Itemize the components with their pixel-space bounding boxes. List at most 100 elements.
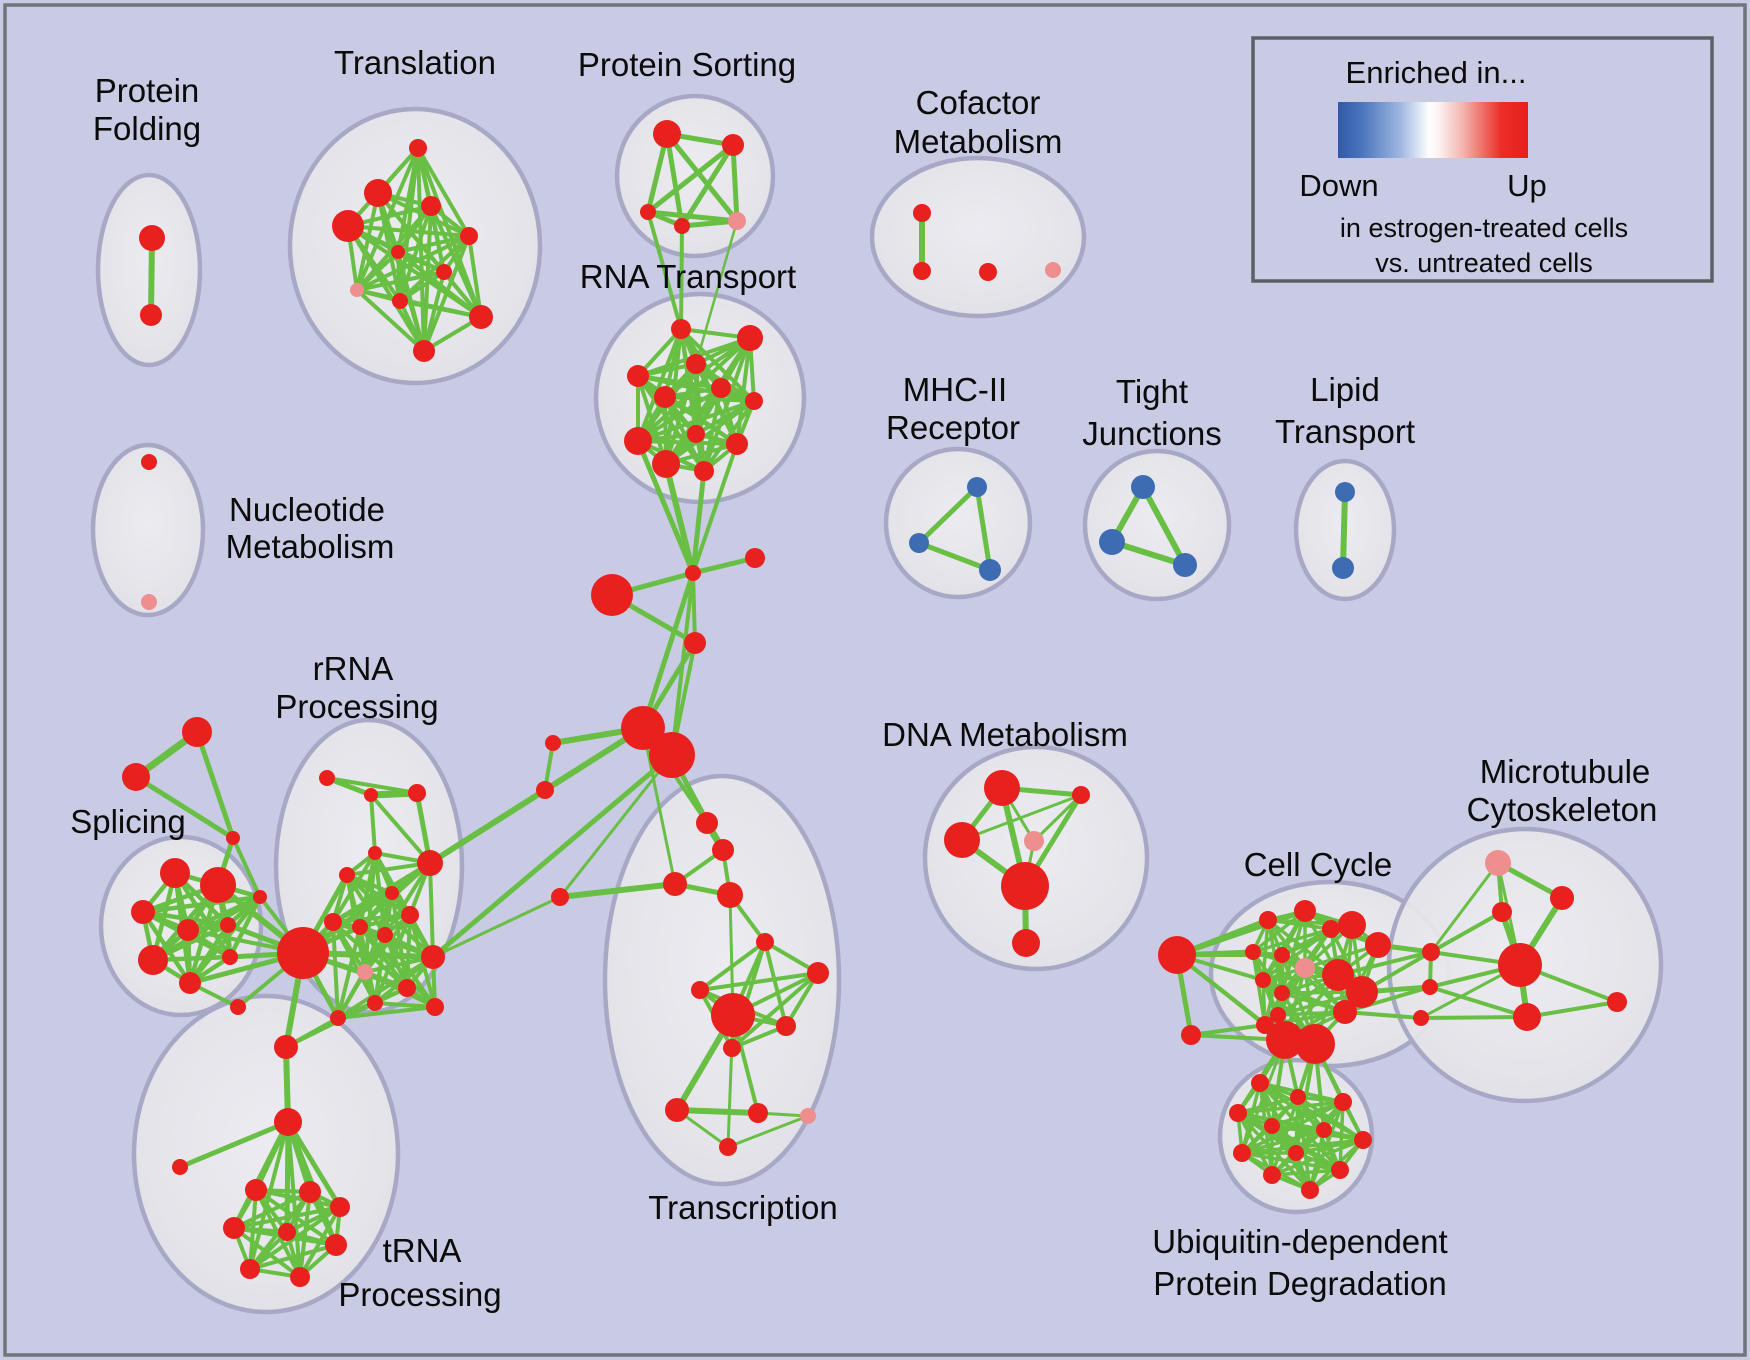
network-node	[591, 574, 633, 616]
network-node	[226, 831, 240, 845]
cluster-label-trna-processing: Processing	[338, 1276, 501, 1313]
network-edge	[1236, 1100, 1345, 1115]
network-edge	[398, 270, 446, 303]
network-node	[1354, 1131, 1372, 1149]
network-node	[640, 204, 656, 220]
cluster-label-protein-folding: Folding	[93, 110, 201, 147]
network-node	[671, 319, 691, 339]
network-node	[1131, 475, 1155, 499]
cluster-label-protein-folding: Protein	[95, 72, 200, 109]
network-edge	[635, 438, 696, 576]
network-node	[1245, 944, 1261, 960]
network-node	[748, 1103, 768, 1123]
network-node	[913, 262, 931, 280]
network-edge	[133, 774, 236, 841]
network-edge	[355, 250, 400, 292]
network-edge	[1240, 1038, 1287, 1155]
network-node	[339, 867, 355, 883]
network-node	[1270, 1007, 1286, 1023]
network-edge	[1270, 1168, 1342, 1177]
network-edge	[285, 1119, 343, 1210]
cluster-label-ubiquitin-dependent-protein-degradation: Protein Degradation	[1153, 1265, 1447, 1302]
network-edge	[1174, 908, 1308, 958]
network-node	[138, 945, 168, 975]
cluster-label-rrna-processing: rRNA	[313, 650, 394, 687]
network-node	[719, 1138, 737, 1156]
network-node	[274, 1108, 302, 1136]
network-node	[909, 533, 929, 553]
network-edge	[674, 1107, 761, 1116]
cluster-ellipse-cofactor-metabolism	[869, 155, 1087, 319]
network-node	[330, 1197, 350, 1217]
network-edge	[369, 793, 432, 865]
network-node	[385, 886, 399, 900]
network-node	[913, 204, 931, 222]
network-node	[717, 882, 743, 908]
network-node	[319, 770, 335, 786]
network-node	[621, 706, 665, 750]
network-edge	[1251, 909, 1307, 954]
network-node	[1316, 1122, 1332, 1138]
network-node	[967, 477, 987, 497]
network-edge	[663, 461, 696, 576]
network-node	[230, 999, 246, 1015]
network-node	[1492, 902, 1512, 922]
network-edge	[730, 142, 740, 224]
cluster-label-ubiquitin-dependent-protein-degradation: Ubiquitin-dependent	[1152, 1223, 1447, 1260]
network-edge	[636, 327, 683, 443]
network-node	[1332, 557, 1354, 579]
network-edge	[430, 752, 675, 960]
cluster-label-trna-processing: tRNA	[383, 1232, 462, 1269]
network-node	[1274, 947, 1290, 963]
network-edge	[345, 861, 432, 877]
cluster-label-nucleotide-metabolism: Metabolism	[226, 528, 395, 565]
network-edge	[248, 1243, 338, 1271]
network-edge	[916, 484, 980, 546]
network-node	[332, 210, 364, 242]
network-node	[1422, 979, 1438, 995]
network-node	[421, 196, 441, 216]
cluster-label-tight-junctions: Junctions	[1082, 415, 1221, 452]
network-edge	[194, 729, 236, 841]
network-edge	[663, 395, 756, 403]
network-node	[686, 354, 706, 374]
network-node	[401, 906, 419, 924]
network-edge	[1428, 985, 1529, 1019]
network-edge	[763, 940, 788, 1028]
cluster-ellipse-nucleotide-metabolism	[90, 442, 206, 618]
network-node	[141, 594, 157, 610]
network-node	[944, 822, 980, 858]
network-node	[172, 1159, 188, 1175]
network-edge	[636, 399, 756, 443]
network-node	[979, 263, 997, 281]
network-edge	[916, 540, 993, 573]
cluster-ellipse-mhc-ii-receptor	[883, 446, 1033, 600]
network-edge	[1189, 1023, 1267, 1037]
network-node	[1485, 850, 1511, 876]
network-node	[131, 900, 155, 924]
legend-gradient-bar	[1338, 102, 1528, 158]
network-node	[1338, 911, 1366, 939]
network-node	[726, 433, 748, 455]
network-node	[1290, 1089, 1306, 1105]
network-edge	[679, 142, 736, 229]
network-node	[737, 325, 763, 351]
network-node	[417, 850, 443, 876]
network-node	[460, 227, 478, 245]
network-node	[722, 134, 744, 156]
network-nodes	[122, 120, 1627, 1287]
cluster-label-nucleotide-metabolism: Nucleotide	[229, 491, 385, 528]
network-edge	[231, 836, 262, 899]
network-node	[1263, 1166, 1281, 1184]
network-node	[663, 872, 687, 896]
network-edge	[735, 336, 752, 446]
network-edge	[1251, 927, 1333, 954]
network-node	[413, 340, 435, 362]
network-node	[776, 1016, 796, 1036]
network-node	[1295, 958, 1315, 978]
network-edge	[1419, 1015, 1529, 1020]
network-node	[711, 993, 755, 1037]
network-node	[1072, 786, 1090, 804]
network-edge	[429, 204, 483, 319]
